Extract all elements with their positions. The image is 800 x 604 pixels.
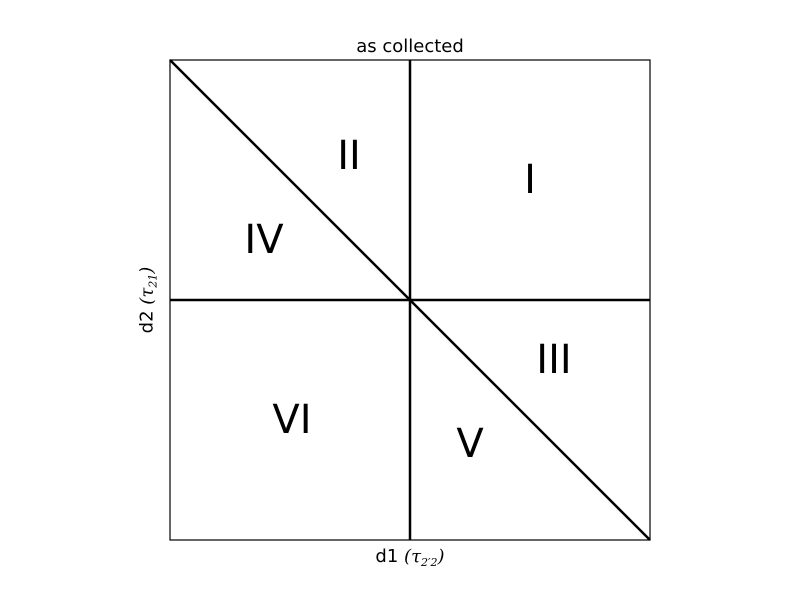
region-label-VI: VI — [272, 397, 311, 443]
region-label-III: III — [536, 337, 571, 383]
y-axis-label-open-paren: ( — [136, 297, 158, 305]
y-axis-label-symbol: τ — [136, 287, 158, 298]
x-axis-label-text: d1 — [375, 546, 399, 567]
x-axis-label-symbol: τ — [411, 546, 422, 567]
diagram-title: as collected — [356, 36, 464, 57]
y-axis-label-math: (τ21) — [136, 266, 160, 305]
x-axis-label-close-paren: ) — [437, 546, 445, 567]
diagonal-line — [169, 59, 651, 541]
region-label-I: I — [524, 157, 536, 203]
y-axis-label: d2 (τ21) — [137, 267, 160, 334]
region-label-IV: IV — [244, 217, 284, 263]
region-label-V: V — [456, 421, 484, 467]
region-label-II: II — [337, 133, 361, 179]
x-axis-label-subscript: 2′2 — [421, 556, 438, 569]
x-axis-label-open-paren: ( — [404, 546, 412, 567]
x-axis-label: d1 (τ2′2) — [170, 546, 650, 569]
x-axis-label-math: (τ2′2) — [404, 546, 445, 569]
y-axis-label-text: d2 — [136, 310, 158, 334]
y-axis-label-subscript: 21 — [146, 273, 160, 288]
y-axis-label-close-paren: ) — [136, 266, 158, 274]
